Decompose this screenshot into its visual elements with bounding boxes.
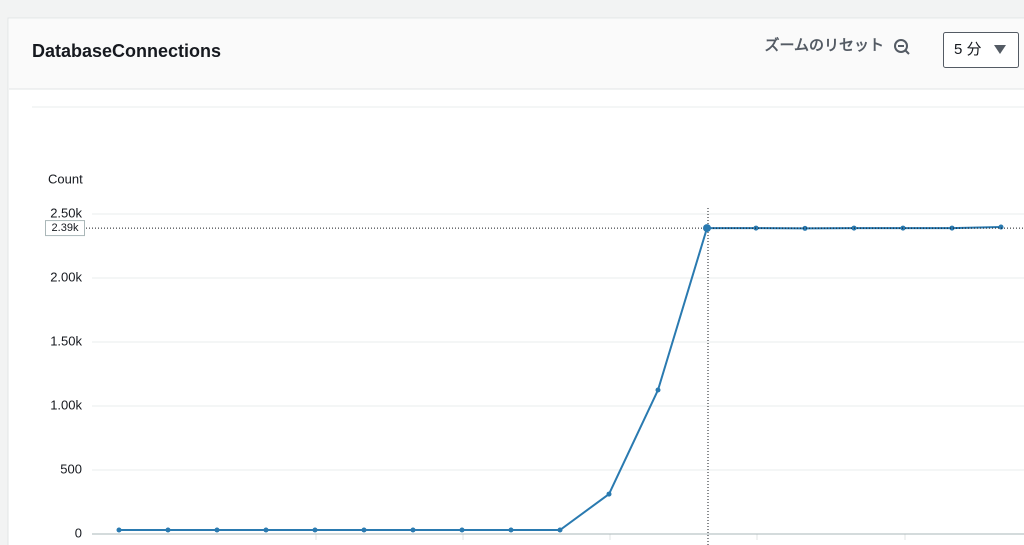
data-point [998, 224, 1004, 230]
crosshair-label-box [45, 220, 85, 237]
data-point [606, 491, 612, 497]
y-tick-label: 2.00k [50, 269, 82, 284]
data-point [165, 527, 171, 533]
data-point [802, 225, 808, 231]
data-point [263, 527, 269, 533]
dropdown-arrow [994, 45, 1006, 54]
data-point [557, 527, 563, 533]
highlight-point [703, 224, 711, 233]
y-tick-label: 0 [75, 525, 82, 540]
panel [7, 17, 1024, 545]
data-point [508, 527, 514, 533]
data-point [312, 527, 318, 533]
data-point [949, 225, 955, 231]
y-tick-label: 1.00k [50, 397, 82, 412]
data-point [116, 527, 122, 533]
data-point [459, 527, 465, 533]
reset-zoom[interactable]: ズームのリセット [764, 36, 884, 54]
data-point [361, 527, 367, 533]
y-tick-label: 500 [60, 461, 82, 476]
y-tick-label: 2.50k [50, 205, 82, 220]
y-tick-label: 1.50k [50, 333, 82, 348]
period-select[interactable] [943, 32, 1019, 68]
panel-header [9, 19, 1024, 89]
x-ticks [315, 534, 906, 540]
period-label: 5 分 [954, 41, 982, 58]
data-point [655, 387, 661, 393]
panel-title: DatabaseConnections [32, 41, 221, 61]
zoom-icon[interactable] [894, 39, 910, 55]
y-axis-label: Count [48, 171, 83, 186]
crosshair-label: 2.39k [52, 222, 79, 234]
data-point [214, 527, 220, 533]
data-point [410, 527, 416, 533]
